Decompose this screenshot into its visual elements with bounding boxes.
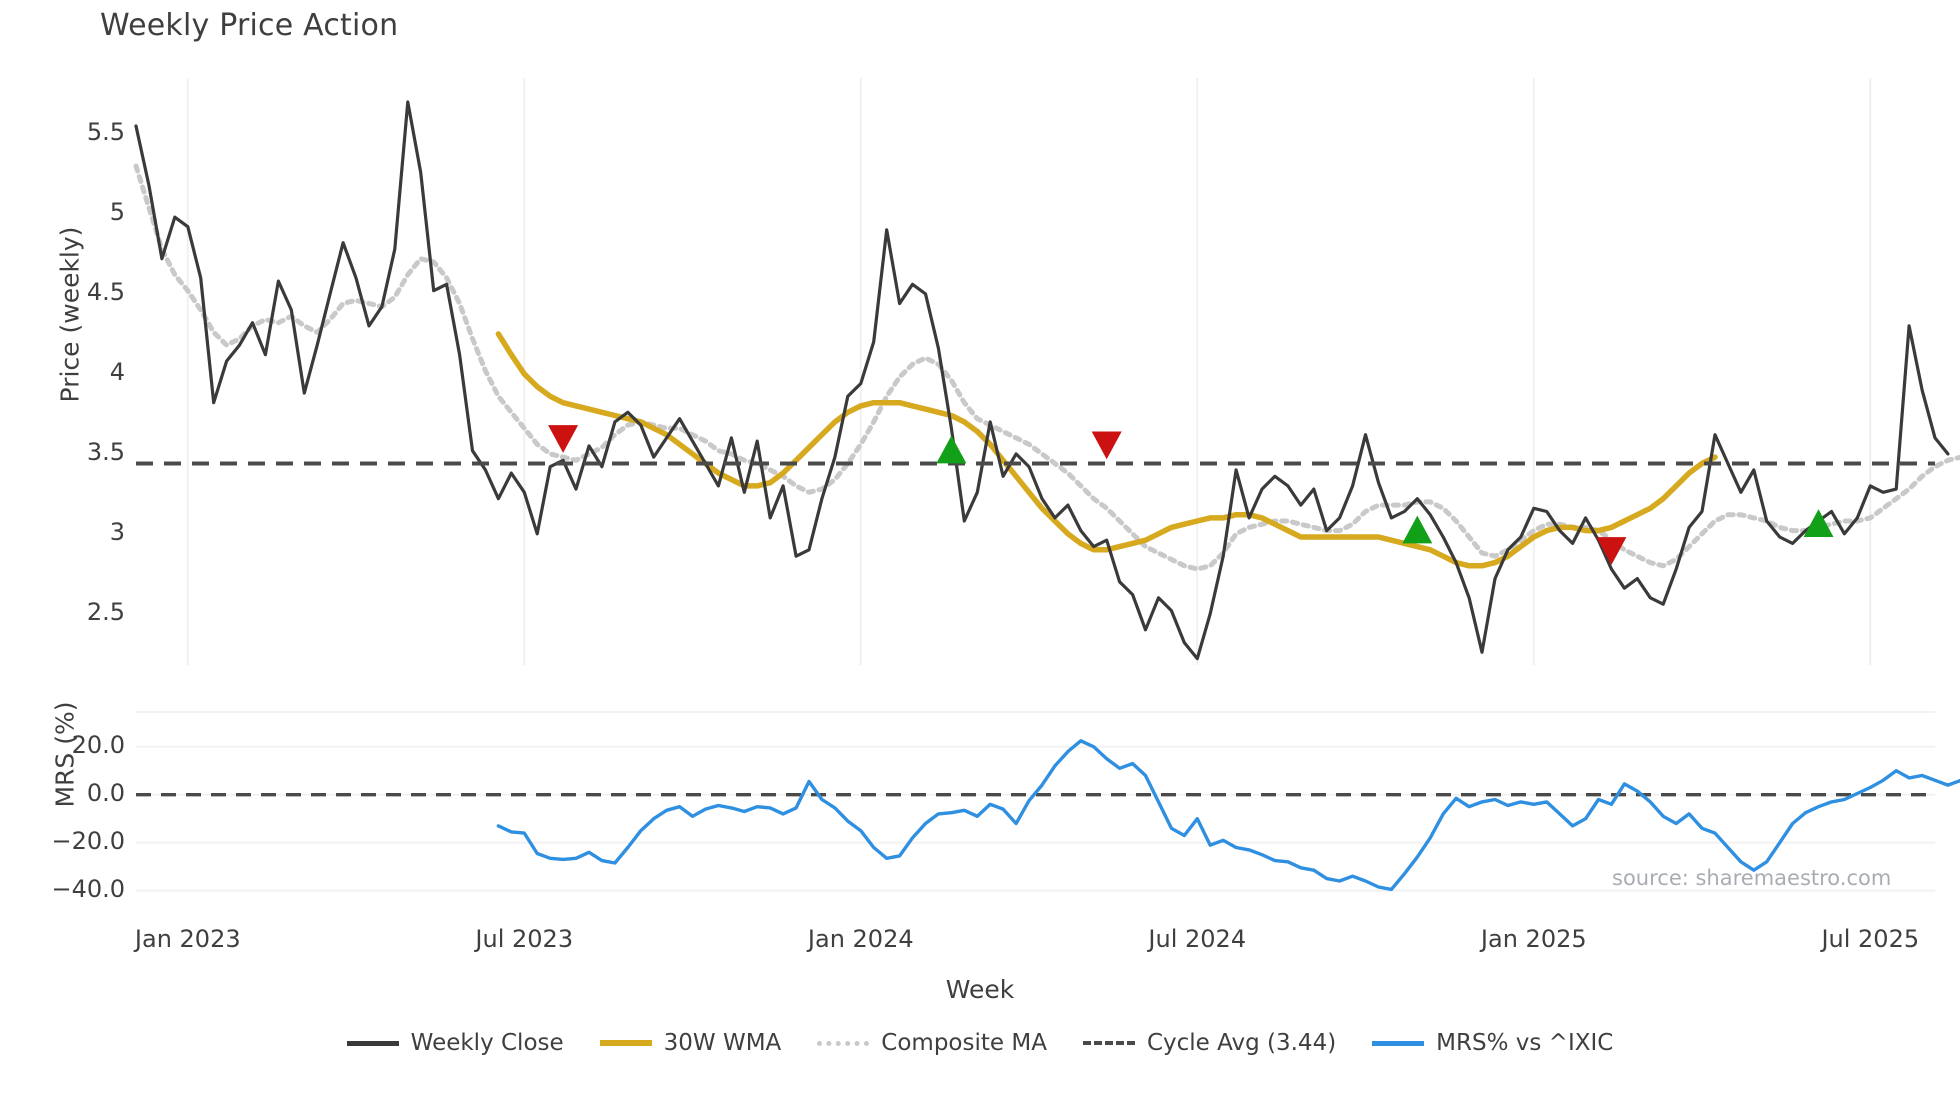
- x-tick: Jan 2024: [807, 925, 914, 953]
- price-y-tick: 3.5: [86, 437, 125, 466]
- sell-marker: [1596, 537, 1627, 565]
- legend-swatch-solid-line-icon: [599, 1040, 652, 1046]
- mrs-y-tick: 0.0: [86, 778, 125, 807]
- legend-item[interactable]: 30W WMA: [599, 1030, 782, 1056]
- x-tick: Jul 2025: [1821, 925, 1920, 953]
- x-tick: Jul 2024: [1148, 925, 1247, 953]
- price-series-line: [495, 331, 1718, 569]
- price-y-tick: 5: [109, 197, 125, 226]
- price-y-tick: 4.5: [86, 277, 125, 306]
- price-y-tick: 4: [109, 357, 125, 386]
- price-series-line: [134, 100, 1950, 661]
- buy-marker: [1402, 515, 1433, 544]
- legend-swatch-dotted-line-icon: [817, 1040, 870, 1046]
- price-y-tick: 5.5: [86, 117, 125, 146]
- legend-item[interactable]: Weekly Close: [346, 1030, 564, 1056]
- legend-label: 30W WMA: [663, 1030, 782, 1056]
- buy-marker: [936, 435, 967, 464]
- legend-label: Composite MA: [881, 1030, 1047, 1056]
- legend-item[interactable]: Cycle Avg (3.44): [1082, 1030, 1337, 1056]
- mrs-y-tick: −20.0: [51, 826, 125, 855]
- sell-marker: [1091, 431, 1122, 460]
- mrs-y-tick: −40.0: [51, 874, 125, 903]
- sell-marker: [548, 425, 579, 453]
- chart-legend: Weekly Close 30W WMA Composite MA Cycle Avg…: [0, 1030, 1960, 1056]
- mrs-y-tick: 20.0: [71, 730, 125, 759]
- legend-swatch-solid-line-icon: [346, 1040, 399, 1046]
- legend-label: Weekly Close: [410, 1030, 564, 1056]
- mrs-series-line: [496, 739, 1960, 892]
- x-tick: Jan 2025: [1480, 925, 1587, 953]
- x-axis-label: Week: [945, 975, 1015, 1004]
- buy-marker: [1803, 509, 1834, 537]
- chart-title: Weekly Price Action: [100, 8, 399, 43]
- x-tick: Jan 2023: [134, 925, 241, 953]
- x-tick: Jul 2023: [475, 925, 574, 953]
- source-note: source: sharemaestro.com: [1612, 866, 1892, 890]
- legend-label: MRS% vs ^IXIC: [1436, 1030, 1614, 1056]
- price-y-tick: 2.5: [86, 597, 125, 626]
- price-y-tick: 3: [109, 517, 125, 546]
- price-series-line: [133, 163, 1960, 572]
- legend-swatch-dashed-line-icon: [1082, 1041, 1135, 1045]
- legend-item[interactable]: Composite MA: [817, 1030, 1047, 1056]
- legend-swatch-solid-line-icon: [1372, 1040, 1425, 1046]
- legend-label: Cycle Avg (3.44): [1146, 1030, 1337, 1056]
- legend-item[interactable]: MRS% vs ^IXIC: [1372, 1030, 1613, 1056]
